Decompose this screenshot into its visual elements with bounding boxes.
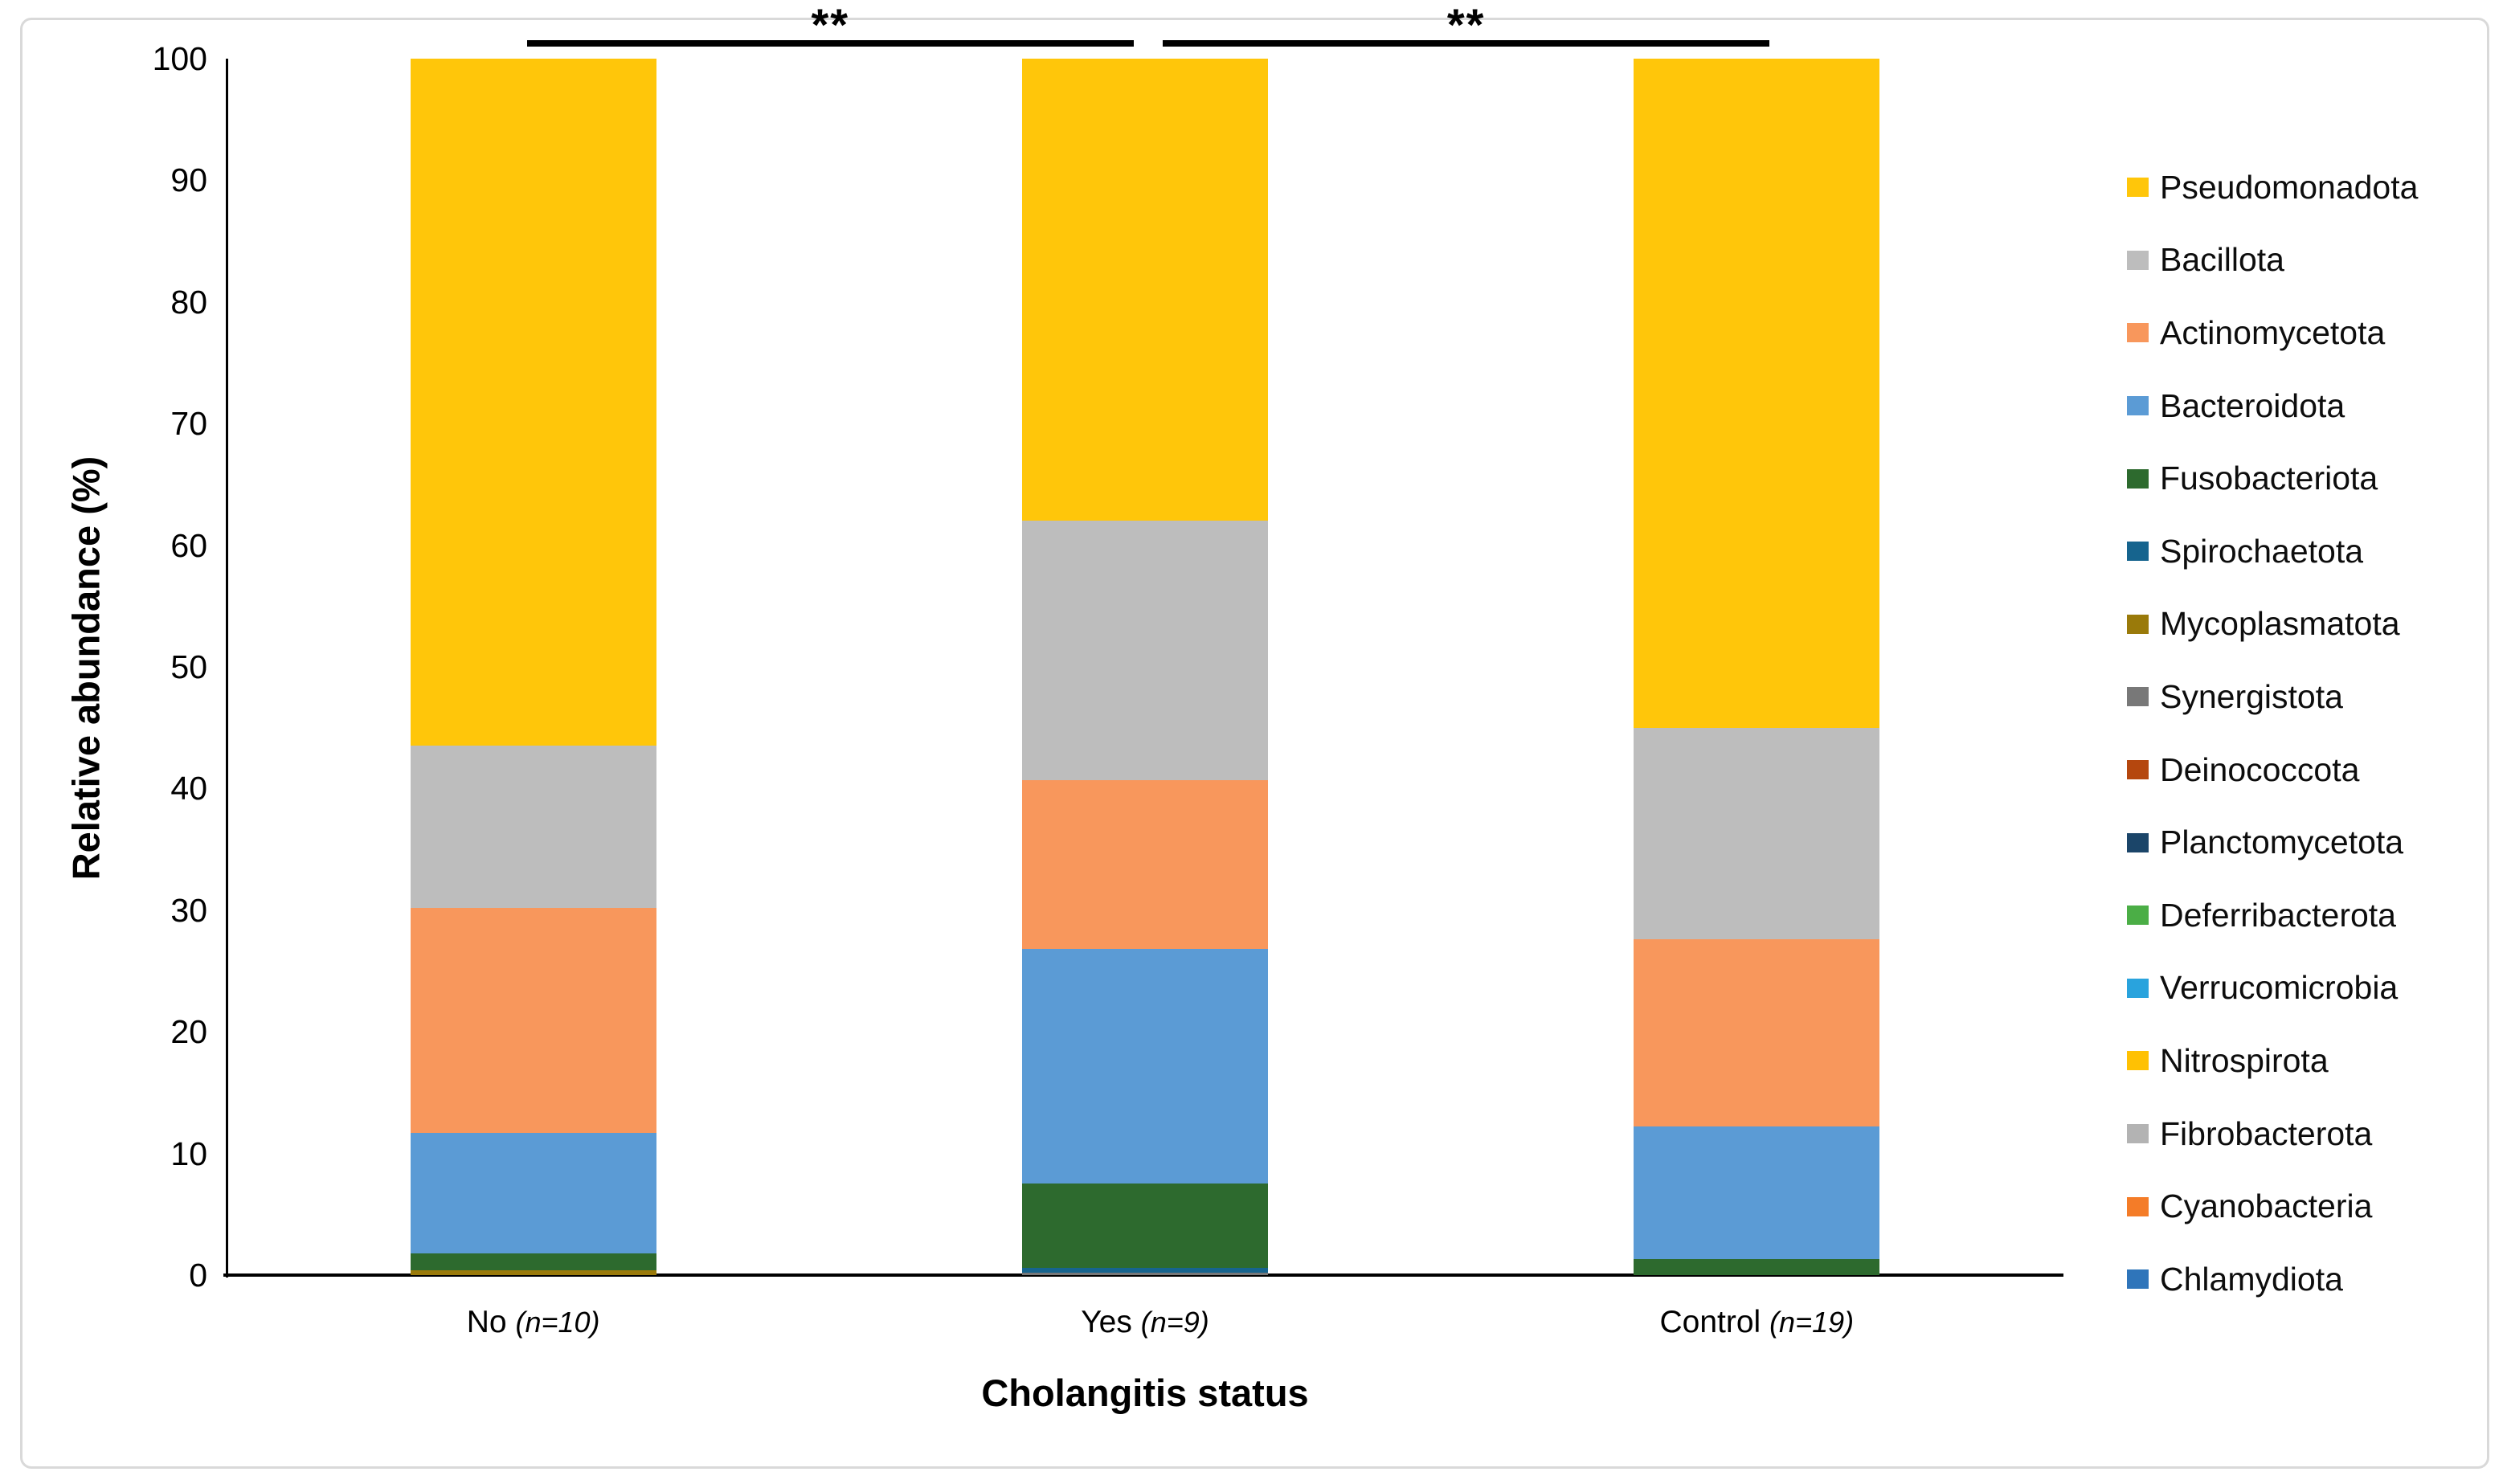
legend-item-fibrobacterota: Fibrobacterota — [2127, 1098, 2418, 1171]
y-tick-label: 30 — [170, 891, 207, 929]
bar-segment-actinomycetota — [1634, 939, 1880, 1127]
legend-item-verrucomicrobia: Verrucomicrobia — [2127, 952, 2418, 1025]
legend-swatch-icon — [2127, 978, 2149, 998]
x-category-label-control: Control (n=19) — [1515, 1300, 1998, 1345]
y-tick-label: 70 — [170, 405, 207, 443]
y-tick-label: 40 — [170, 770, 207, 807]
legend-swatch-icon — [2127, 1269, 2149, 1290]
bar-segment-bacteroidota — [1022, 949, 1268, 1184]
legend-label: Fusobacteriota — [2160, 460, 2378, 497]
category-name: Control — [1659, 1305, 1770, 1339]
legend-item-nitrospirota: Nitrospirota — [2127, 1024, 2418, 1098]
legend-label: Bacillota — [2160, 241, 2284, 279]
legend-label: Spirochaetota — [2160, 532, 2364, 570]
legend-swatch-icon — [2127, 1196, 2149, 1216]
stacked-bar-no — [410, 59, 656, 1275]
category-sample-size: (n=9) — [1140, 1306, 1209, 1339]
bar-segment-pseudomonadota — [1634, 59, 1880, 728]
category-sample-size: (n=19) — [1769, 1306, 1855, 1339]
legend-label: Deinococcota — [2160, 750, 2360, 788]
legend-item-cyanobacteria: Cyanobacteria — [2127, 1170, 2418, 1243]
stacked-bar-control — [1634, 59, 1880, 1275]
legend-label: Planctomycetota — [2160, 824, 2404, 861]
legend-label: Pseudomonadota — [2160, 168, 2419, 206]
bar-segment-spirochaetota — [1022, 1267, 1268, 1273]
bar-segment-bacteroidota — [1634, 1126, 1880, 1260]
category-name: No — [466, 1305, 516, 1339]
bar-segment-fusobacteriota — [410, 1253, 656, 1270]
legend-swatch-icon — [2127, 323, 2149, 343]
x-category-label-no: No (n=10) — [292, 1300, 775, 1345]
bar-segment-mycoplasmatota — [410, 1269, 656, 1275]
legend-swatch-icon — [2127, 396, 2149, 416]
legend-swatch-icon — [2127, 906, 2149, 926]
legend-swatch-icon — [2127, 542, 2149, 562]
bar-segment-bacteroidota — [410, 1132, 656, 1253]
legend-label: Verrucomicrobia — [2160, 969, 2399, 1007]
legend-label: Bacteroidota — [2160, 386, 2345, 424]
y-axis-line — [226, 59, 228, 1278]
legend-label: Fibrobacterota — [2160, 1114, 2373, 1152]
y-tick-label: 60 — [170, 526, 207, 564]
legend-swatch-icon — [2127, 1051, 2149, 1071]
legend-item-chlamydiota: Chlamydiota — [2127, 1243, 2418, 1316]
legend-swatch-icon — [2127, 760, 2149, 780]
bar-segment-bacillota — [410, 746, 656, 908]
significance-bracket — [1163, 40, 1770, 47]
legend-label: Chlamydiota — [2160, 1260, 2343, 1298]
legend-item-fusobacteriota: Fusobacteriota — [2127, 442, 2418, 515]
legend-swatch-icon — [2127, 832, 2149, 852]
legend-label: Nitrospirota — [2160, 1041, 2329, 1079]
legend-item-deferribacterota: Deferribacterota — [2127, 879, 2418, 952]
legend-swatch-icon — [2127, 468, 2149, 489]
legend-item-synergistota: Synergistota — [2127, 660, 2418, 734]
y-tick-label: 50 — [170, 648, 207, 685]
legend-swatch-icon — [2127, 250, 2149, 270]
bar-segment-synergistota — [1022, 1272, 1268, 1275]
y-tick-label: 10 — [170, 1134, 207, 1172]
significance-stars: ** — [1446, 0, 1486, 50]
legend-swatch-icon — [2127, 614, 2149, 634]
legend-label: Synergistota — [2160, 677, 2343, 715]
stacked-bar-yes — [1022, 59, 1268, 1275]
bar-segment-actinomycetota — [1022, 779, 1268, 950]
legend-item-mycoplasmatota: Mycoplasmatota — [2127, 588, 2418, 661]
legend-item-pseudomonadota: Pseudomonadota — [2127, 151, 2418, 224]
significance-bracket — [526, 40, 1134, 47]
chart-legend: Pseudomonadota Bacillota Actinomycetota Bac… — [2127, 151, 2418, 1316]
legend-item-bacteroidota: Bacteroidota — [2127, 370, 2418, 443]
legend-item-spirochaetota: Spirochaetota — [2127, 515, 2418, 588]
legend-label: Cyanobacteria — [2160, 1188, 2373, 1225]
y-tick-label: 20 — [170, 1013, 207, 1051]
x-axis-title: Cholangitis status — [981, 1372, 1309, 1414]
bar-segment-pseudomonadota — [410, 59, 656, 746]
legend-label: Deferribacterota — [2160, 896, 2396, 934]
x-axis-line — [223, 1273, 2063, 1277]
legend-label: Mycoplasmatota — [2160, 605, 2400, 643]
legend-item-actinomycetota: Actinomycetota — [2127, 296, 2418, 370]
figure-border — [20, 18, 2489, 1469]
legend-swatch-icon — [2127, 1124, 2149, 1144]
legend-item-deinococcota: Deinococcota — [2127, 734, 2418, 807]
y-tick-label: 80 — [170, 283, 207, 321]
legend-item-bacillota: Bacillota — [2127, 224, 2418, 297]
legend-swatch-icon — [2127, 687, 2149, 707]
bar-segment-actinomycetota — [410, 907, 656, 1133]
significance-stars: ** — [811, 0, 850, 50]
y-tick-label: 90 — [170, 161, 207, 199]
bar-segment-fusobacteriota — [1634, 1259, 1880, 1275]
bar-segment-fusobacteriota — [1022, 1184, 1268, 1268]
bar-segment-pseudomonadota — [1022, 59, 1268, 521]
y-tick-label: 0 — [189, 1257, 207, 1294]
y-tick-label: 100 — [152, 40, 207, 77]
bar-segment-bacillota — [1022, 521, 1268, 780]
category-sample-size: (n=10) — [515, 1306, 600, 1339]
legend-label: Actinomycetota — [2160, 313, 2386, 351]
legend-item-planctomycetota: Planctomycetota — [2127, 806, 2418, 879]
legend-swatch-icon — [2127, 178, 2149, 198]
bar-segment-bacillota — [1634, 727, 1880, 940]
category-name: Yes — [1081, 1305, 1141, 1339]
x-category-label-yes: Yes (n=9) — [904, 1300, 1386, 1345]
